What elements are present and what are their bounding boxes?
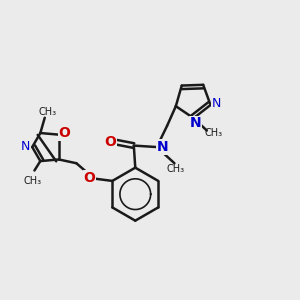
Text: O: O: [58, 126, 70, 140]
Text: O: O: [104, 135, 116, 149]
Text: O: O: [84, 171, 96, 185]
Text: CH₃: CH₃: [38, 107, 56, 117]
Text: CH₃: CH₃: [167, 164, 185, 174]
Text: N: N: [212, 97, 221, 110]
Text: N: N: [156, 140, 168, 154]
Text: N: N: [21, 140, 30, 153]
Text: CH₃: CH₃: [204, 128, 222, 138]
Text: N: N: [189, 116, 201, 130]
Text: CH₃: CH₃: [24, 176, 42, 186]
